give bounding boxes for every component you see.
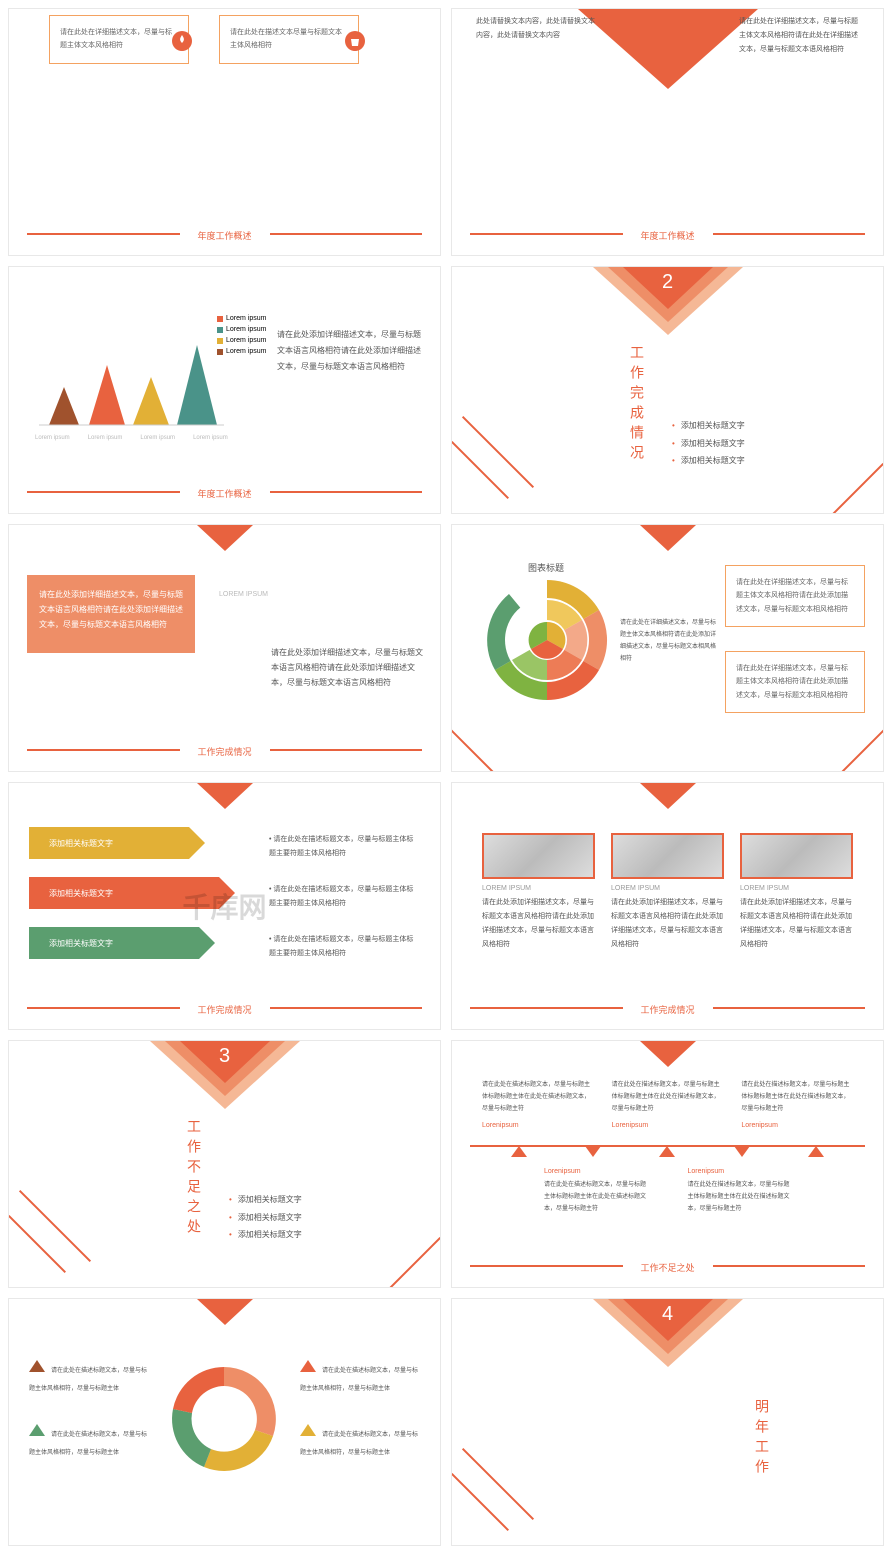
corner-bl: [451, 729, 500, 772]
slide-4-section: 2 工作完成情况 添加相关标题文字添加相关标题文字添加相关标题文字: [451, 266, 884, 514]
desc: 请在此处添加详细描述文本，尽量与标题文本语言风格相符请在此处添加详细描述文本，尽…: [277, 327, 427, 375]
col-3: LOREM IPSUM请在此处添加详细描述文本，尽量与标题文本语言风格相符请在此…: [740, 833, 853, 952]
image-placeholder: [740, 833, 853, 879]
card-b: 请在此处在详细描述文本，尽量与标题主体文本风格相符请在此处添加描述文本，尽量与标…: [725, 651, 865, 713]
card-2: 请在此处在描述文本尽量与标题文本主体风格相符: [219, 15, 359, 64]
x-labels: Lorem ipsumLorem ipsumLorem ipsumLorem i…: [35, 435, 228, 441]
image-placeholder: [611, 833, 724, 879]
slide-6: 图表标题 请在此处在详细描述文本，尽量与标题主体文本风格相符请在此处添加详细描述…: [451, 524, 884, 772]
peak-chart: [29, 315, 229, 435]
section-vtitle: 明年工作: [752, 1399, 772, 1479]
footer-title: 工作完成情况: [622, 1003, 712, 1016]
footer-title: 年度工作概述: [179, 229, 269, 242]
left-items: 请在此处在描述标题文本，尽量与标题主体风格相符，尽量与标题主体 请在此处在描述标…: [29, 1359, 149, 1459]
bag-icon: [345, 31, 365, 51]
diag-2: [462, 416, 534, 488]
text-right: 请在此处在详细描述文本，尽量与标题主体文本风格相符请在此处在详细描述文本，尽量与…: [739, 15, 859, 57]
tri-top: [640, 1041, 696, 1067]
slide-7: 添加相关标题文字 添加相关标题文字 添加相关标题文字 .arrow-bar:nt…: [8, 782, 441, 1030]
sunburst-chart: [482, 575, 612, 705]
slide-8: LOREM IPSUM请在此处添加详细描述文本，尽量与标题文本语言风格相符请在此…: [451, 782, 884, 1030]
fire-icon: [172, 31, 192, 51]
col-2: LOREM IPSUM请在此处添加详细描述文本，尽量与标题文本语言风格相符请在此…: [611, 833, 724, 952]
row-bot: Lorenipsum请在此处在描述标题文本，尽量与标题主体标题标题主体在此处在描…: [544, 1165, 791, 1215]
donut-chart: [164, 1359, 284, 1479]
row-top: 请在此处在描述标题文本，尽量与标题主体标题标题主体在此处在描述标题文本，尽量与标…: [482, 1079, 853, 1133]
bullets: 添加相关标题文字添加相关标题文字添加相关标题文字: [672, 417, 745, 470]
orange-box: 请在此处添加详细描述文本，尽量与标题文本语言风格相符请在此处添加详细描述文本，尽…: [27, 575, 195, 653]
three-col: LOREM IPSUM请在此处添加详细描述文本，尽量与标题文本语言风格相符请在此…: [482, 833, 853, 952]
tri-top: [640, 783, 696, 809]
legend: Lorem ipsum Lorem ipsum Lorem ipsum Lore…: [217, 315, 266, 359]
slide-10: 请在此处在描述标题文本，尽量与标题主体标题标题主体在此处在描述标题文本，尽量与标…: [451, 1040, 884, 1288]
slide-1: 请在此处在详细描述文本，尽量与标题主体文本风格相符 请在此处在描述文本尽量与标题…: [8, 8, 441, 256]
chart-title: 图表标题: [528, 561, 564, 574]
col-1: LOREM IPSUM请在此处添加详细描述文本，尽量与标题文本语言风格相符请在此…: [482, 833, 595, 952]
card-1: 请在此处在详细描述文本，尽量与标题主体文本风格相符: [49, 15, 189, 64]
slide-9-section: 3 工作不足之处 添加相关标题文字添加相关标题文字添加相关标题文字: [8, 1040, 441, 1288]
footer-title: 工作完成情况: [179, 745, 269, 758]
diag-1: [451, 441, 509, 499]
slide-5: 请在此处添加详细描述文本，尽量与标题文本语言风格相符请在此处添加详细描述文本，尽…: [8, 524, 441, 772]
slide-2: 此处请替换文本内容，此处请替换文本内容，此处请替换文本内容 请在此处在详细描述文…: [451, 8, 884, 256]
timeline-marks: [482, 1135, 853, 1157]
arrows: 添加相关标题文字 添加相关标题文字 添加相关标题文字: [29, 827, 229, 977]
slide-3: Lorem ipsumLorem ipsumLorem ipsumLorem i…: [8, 266, 441, 514]
slide-12-section: 4 明年工作: [451, 1298, 884, 1546]
tri-top: [197, 783, 253, 809]
section-vtitle: 工作完成情况: [627, 345, 647, 465]
section-vtitle: 工作不足之处: [184, 1119, 204, 1239]
footer-title: 年度工作概述: [622, 229, 712, 242]
desc: 请在此处在详细描述文本，尽量与标题主体文本风格相符请在此处添加详细描述文本，尽量…: [620, 617, 720, 665]
big-triangle: [578, 9, 758, 89]
bullets: 添加相关标题文字添加相关标题文字添加相关标题文字: [229, 1191, 302, 1244]
slide-11: 请在此处在描述标题文本，尽量与标题主体风格相符，尽量与标题主体 请在此处在描述标…: [8, 1298, 441, 1546]
footer-title: 工作完成情况: [179, 1003, 269, 1016]
text-left: 此处请替换文本内容，此处请替换文本内容，此处请替换文本内容: [476, 15, 596, 43]
corner-br: [835, 729, 884, 772]
image-placeholder: [482, 833, 595, 879]
diag-3: [826, 463, 884, 514]
tri-top: [197, 1299, 253, 1325]
right-items: 请在此处在描述标题文本，尽量与标题主体风格相符，尽量与标题主体 请在此处在描述标…: [300, 1359, 420, 1459]
sub: LOREM IPSUM: [219, 591, 268, 598]
tri-top: [197, 525, 253, 551]
tri-top: [640, 525, 696, 551]
footer-title: 工作不足之处: [622, 1261, 712, 1274]
card-a: 请在此处在详细描述文本，尽量与标题主体文本风格相符请在此处添加描述文本，尽量与标…: [725, 565, 865, 627]
side-notes: • 请在此处在描述标题文本，尽量与标题主体标题主要符题主体风格相符 • 请在此处…: [269, 833, 419, 961]
footer-title: 年度工作概述: [179, 487, 269, 500]
grey-text: 请在此处添加详细描述文本，尽量与标题文本语言风格相符请在此处添加详细描述文本，尽…: [271, 645, 429, 691]
